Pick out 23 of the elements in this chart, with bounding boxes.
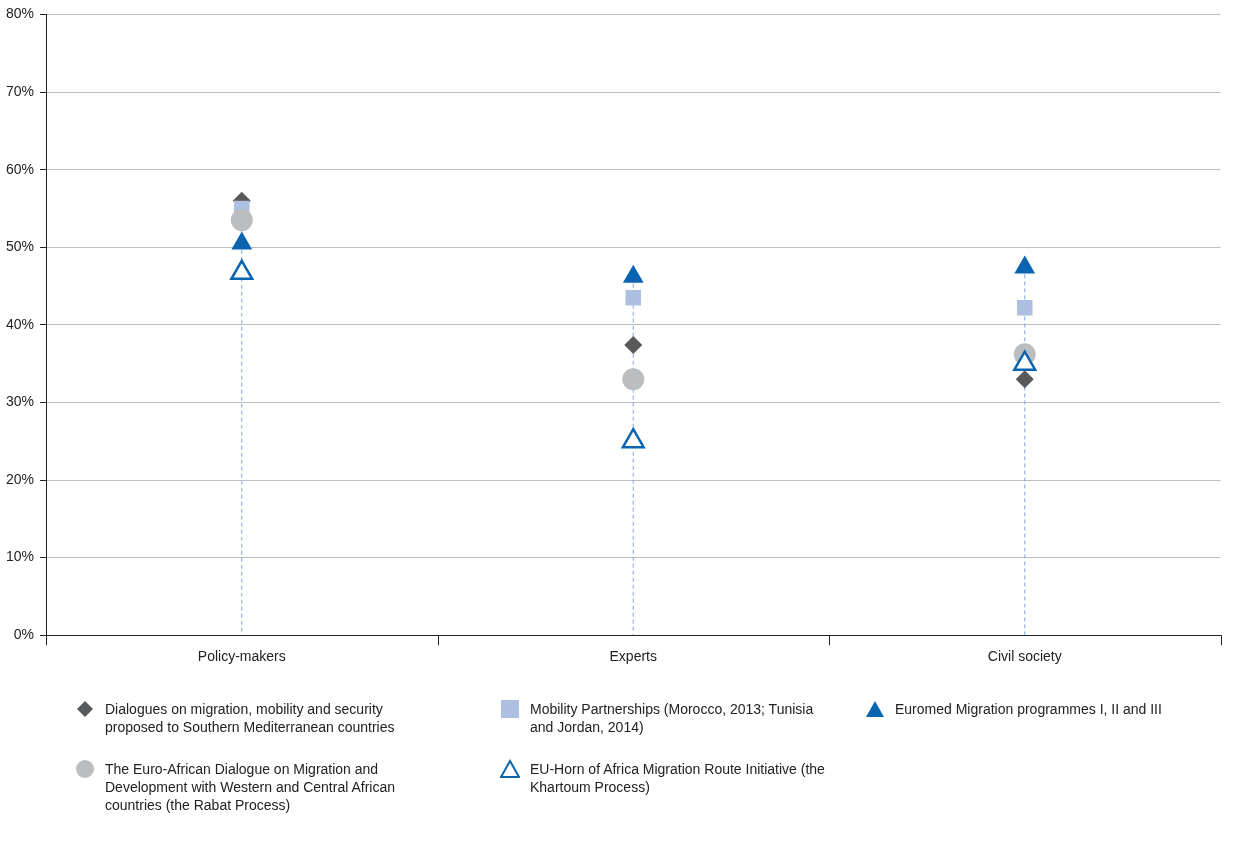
y-tick-label: 60%: [5, 160, 35, 177]
y-tick-label: 20%: [5, 470, 35, 487]
y-tick-label: 80%: [5, 5, 35, 22]
legend-label: Mobility Partnerships (Morocco, 2013; Tunisia and Jordan, 2014): [530, 700, 815, 736]
point: [1015, 370, 1034, 389]
x-tick-label: Experts: [609, 648, 657, 665]
point: [1016, 300, 1033, 316]
legend-label: Dialogues on migration, mobility and security proposed to Southern Mediterranean countries: [105, 700, 396, 736]
y-tick-label: 30%: [5, 393, 35, 410]
y-tick-label: 70%: [5, 82, 35, 99]
y-tick-label: 10%: [5, 548, 35, 565]
x-tick-label: Policy-makers: [197, 648, 286, 665]
point: [230, 209, 253, 232]
legend-label: The Euro-African Dialogue on Migration and Development with Western and Central African countries (the Rabat Process): [105, 760, 396, 814]
point: [622, 368, 645, 391]
point: [624, 336, 643, 355]
y-tick-label: 50%: [5, 238, 35, 255]
legend-label: EU-Horn of Africa Migration Route Initiative (the Khartoum Process): [530, 760, 826, 796]
legend-label: Euromed Migration programmes I, II and III: [895, 700, 1163, 718]
x-tick-label: Civil society: [987, 648, 1062, 665]
y-tick-label: 0%: [13, 626, 35, 643]
y-tick-label: 40%: [5, 315, 35, 332]
point: [625, 289, 642, 306]
